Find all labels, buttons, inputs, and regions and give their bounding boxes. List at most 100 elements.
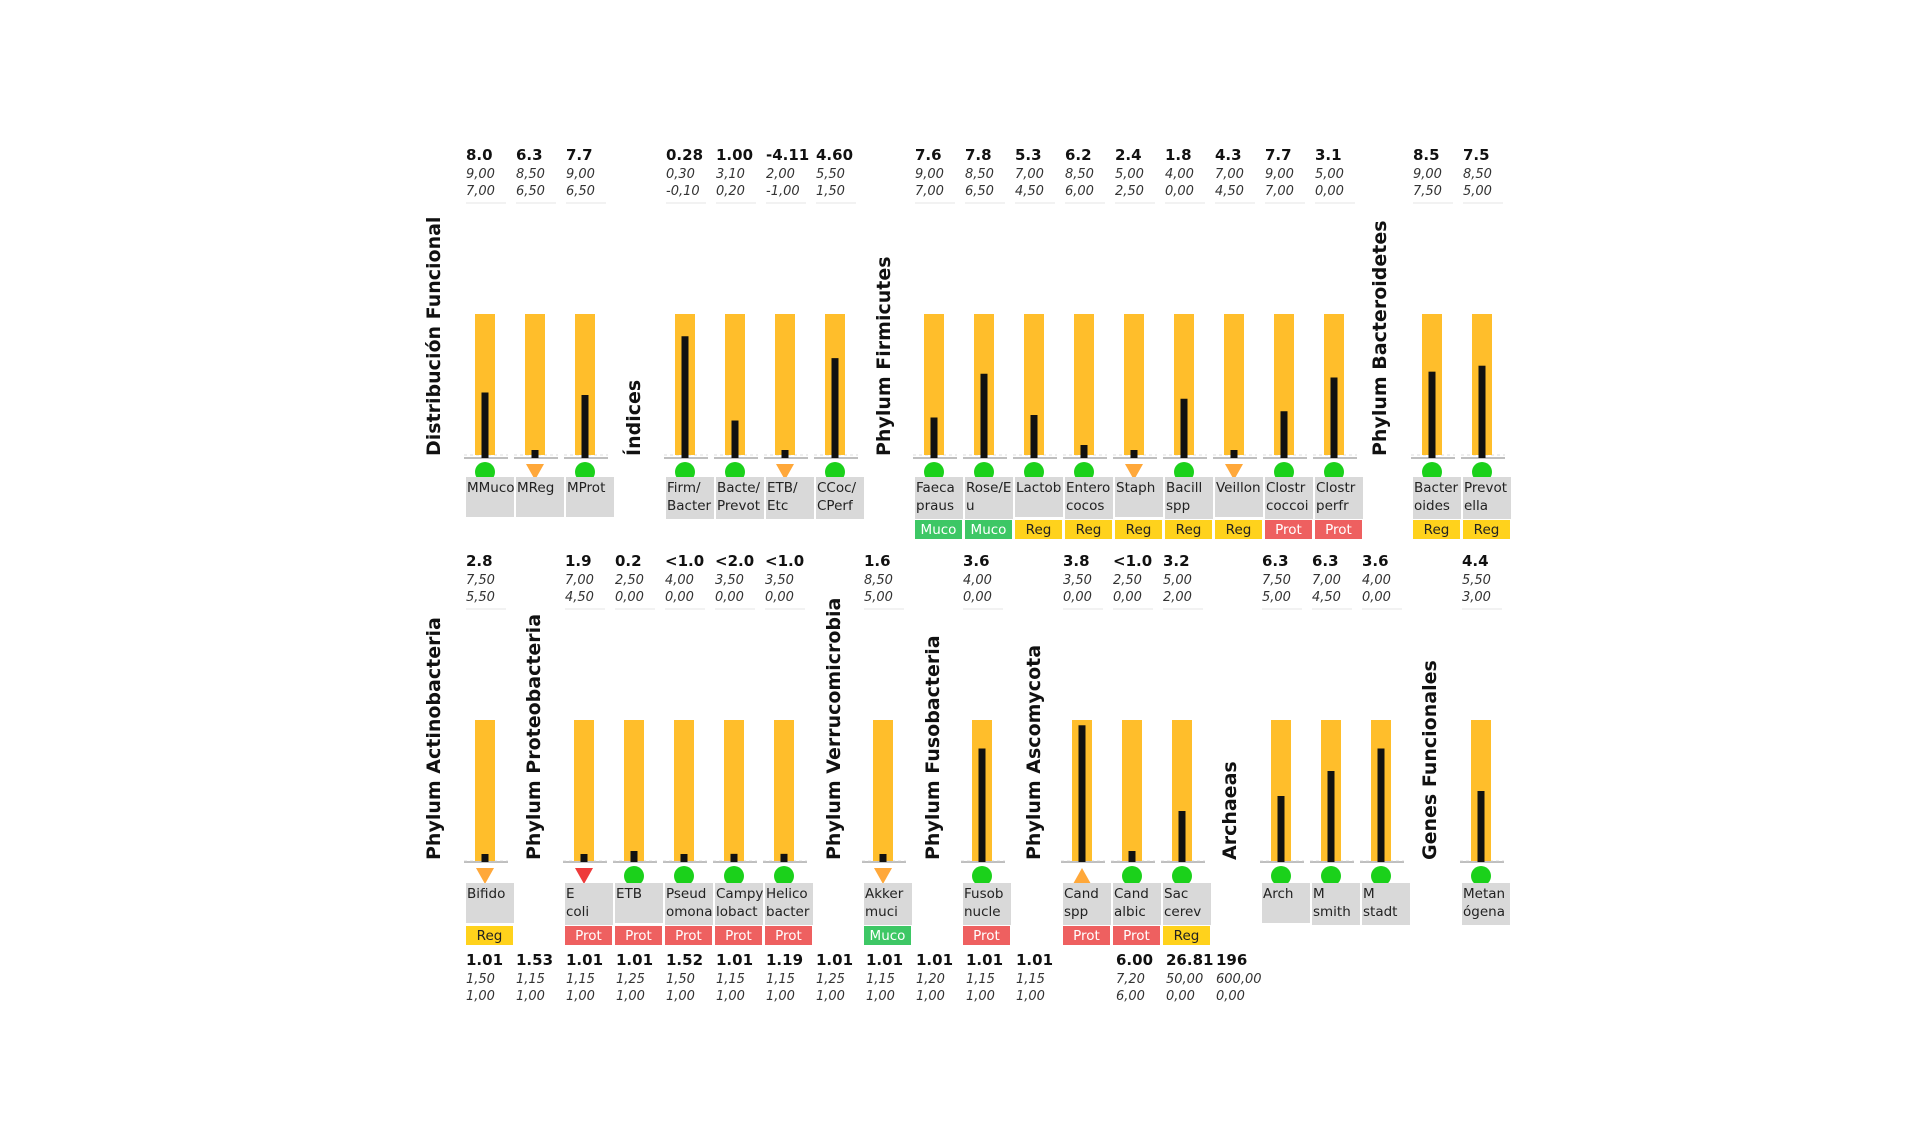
- category-tag: [1065, 520, 1112, 539]
- label-line: oides: [1414, 498, 1450, 514]
- category-tag: [1115, 520, 1162, 539]
- group-title: Phylum Bacteroidetes: [1369, 220, 1391, 456]
- label-line: praus: [916, 498, 954, 514]
- label-box: [1413, 477, 1461, 519]
- range-min: 0,00: [665, 590, 694, 605]
- range-max: 7,00: [1312, 573, 1341, 588]
- bottom-range-min: 1,00: [716, 989, 745, 1004]
- value-bar: [1178, 811, 1186, 862]
- value-bar: [1080, 445, 1088, 458]
- bottom-value: 1.19: [766, 951, 803, 969]
- group-title: Phylum Ascomycota: [1023, 645, 1045, 860]
- range-max: 8,50: [1065, 167, 1094, 182]
- label-box: [1115, 477, 1163, 517]
- item-label: Akker muci: [865, 886, 904, 920]
- item-label: MMuco: [467, 480, 515, 496]
- range-max: 8,50: [1463, 167, 1492, 182]
- reference-range-bar: [774, 720, 794, 861]
- reference-range-bar: [1172, 720, 1192, 861]
- label-line: Prevot: [1464, 480, 1507, 496]
- bottom-range-max: 1,50: [466, 972, 495, 987]
- category-tag-label: Muco: [971, 522, 1007, 538]
- range-min: 7,50: [1413, 184, 1442, 199]
- label-line: E: [566, 886, 575, 902]
- bottom-value: 1.01: [616, 951, 653, 969]
- range-max: 2,50: [615, 573, 644, 588]
- category-tag-label: Prot: [1123, 928, 1150, 944]
- green-dot-icon: [624, 866, 644, 886]
- value-bar: [879, 854, 887, 862]
- reference-range-bar: [525, 314, 545, 455]
- range-min: 4,50: [1312, 590, 1341, 605]
- range-min: 2,00: [1163, 590, 1192, 605]
- label-line: Metan: [1463, 886, 1505, 902]
- value-bar: [1477, 791, 1485, 862]
- group-title: Distribución Funcional: [423, 217, 445, 456]
- item-label: Sac cerev: [1164, 886, 1201, 920]
- category-tag: [765, 926, 812, 945]
- category-tag: [963, 926, 1010, 945]
- label-box: [1265, 477, 1313, 519]
- range-min: 6,50: [516, 184, 545, 199]
- label-line: albic: [1114, 904, 1146, 920]
- category-tag: [1165, 520, 1212, 539]
- range-max: 8,50: [965, 167, 994, 182]
- value-bar: [1130, 450, 1138, 458]
- category-tag: [864, 926, 911, 945]
- item-label: Bacill spp: [1166, 480, 1202, 514]
- group-title: Phylum Firmicutes: [873, 256, 895, 456]
- range-max: 4,00: [665, 573, 694, 588]
- label-line: cocos: [1066, 498, 1104, 514]
- label-line: Campy: [716, 886, 763, 902]
- bottom-range-max: 1,15: [766, 972, 795, 987]
- bottom-range-min: 1,00: [616, 989, 645, 1004]
- result-value: 4.60: [816, 146, 853, 164]
- range-min: 4,50: [1015, 184, 1044, 199]
- bottom-range-max: 50,00: [1166, 972, 1203, 987]
- bottom-value: 1.01: [816, 951, 853, 969]
- bottom-value: 26.81: [1166, 951, 1213, 969]
- green-dot-icon: [774, 866, 794, 886]
- label-line: u: [966, 498, 975, 514]
- value-bar: [1277, 796, 1285, 862]
- bottom-value: 1.01: [466, 951, 503, 969]
- item-label: Firm/Bacter: [667, 480, 712, 514]
- category-tag-label: Prot: [1073, 928, 1100, 944]
- bottom-range-min: 1,00: [1016, 989, 1045, 1004]
- bottom-range-max: 600,00: [1216, 972, 1262, 987]
- label-line: ella: [1464, 498, 1488, 514]
- range-min: 0,00: [1063, 590, 1092, 605]
- bottom-range-max: 1,15: [866, 972, 895, 987]
- reference-range-bar: [1124, 314, 1144, 455]
- range-min: 7,00: [466, 184, 495, 199]
- item-label: Lactob: [1016, 480, 1061, 496]
- reference-range-bar: [1271, 720, 1291, 861]
- range-min: 5,00: [864, 590, 893, 605]
- value-bar: [531, 450, 539, 458]
- label-line: Pseud: [666, 886, 706, 902]
- range-max: 8,50: [864, 573, 893, 588]
- label-box: [1312, 883, 1360, 925]
- range-max: 4,00: [1362, 573, 1391, 588]
- green-dot-icon: [1371, 866, 1391, 886]
- label-box: [963, 883, 1011, 925]
- label-line: spp: [1064, 904, 1088, 920]
- range-max: 7,50: [466, 573, 495, 588]
- reference-range-bar: [574, 720, 594, 861]
- label-box: [1262, 883, 1310, 923]
- value-bar: [481, 854, 489, 862]
- bottom-range-max: 1,15: [716, 972, 745, 987]
- item-label: Clostr coccoi: [1266, 480, 1309, 514]
- result-value: <2.0: [715, 552, 754, 570]
- green-dot-icon: [1321, 866, 1341, 886]
- bottom-value: 1.01: [1016, 951, 1053, 969]
- result-value: 7.8: [965, 146, 992, 164]
- warning-up-icon: [1073, 868, 1091, 884]
- category-tag-label: Reg: [1176, 522, 1202, 538]
- label-line: Bacter: [667, 498, 712, 514]
- reference-range-bar: [475, 314, 495, 455]
- value-bar: [1478, 365, 1486, 458]
- category-tag-label: Reg: [1174, 928, 1200, 944]
- result-value: <1.0: [665, 552, 704, 570]
